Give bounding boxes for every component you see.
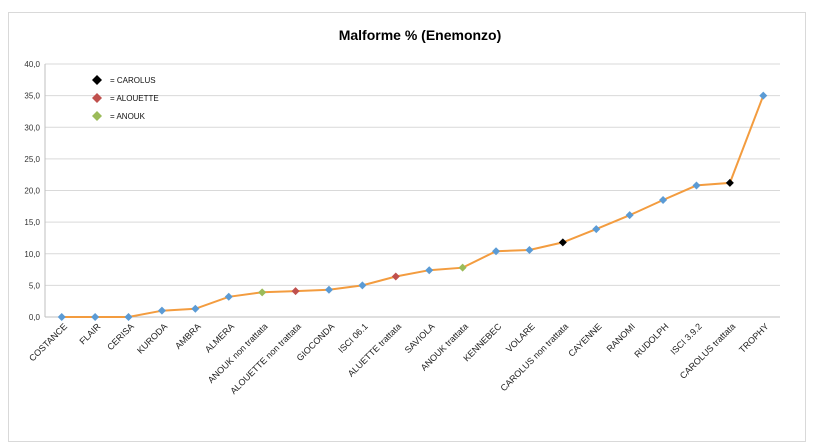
x-tick-label: CERISA [105,321,136,352]
legend: = CAROLUS = ALOUETTE = ANOUK [92,75,159,121]
data-point [157,306,166,315]
chart-title: Malforme % (Enemonzo) [339,27,502,43]
y-tick-label: 15,0 [24,218,40,227]
data-point [224,292,233,301]
x-tick-label: ISCI 3.9.2 [669,321,704,356]
x-tick-label: COSTANCE [27,321,69,363]
data-point [291,287,300,296]
x-tick-label: CAYENNE [566,321,603,358]
data-point [57,313,66,321]
data-point [258,288,267,297]
x-tick-label: TROPHY [737,321,771,355]
y-tick-label: 40,0 [24,60,40,69]
data-point [124,313,133,321]
data-point [592,225,601,234]
y-tick-label: 5,0 [29,281,41,290]
x-tick-label: RUDOLPH [632,321,670,359]
data-point [391,272,400,281]
legend-label: = ANOUK [110,112,146,121]
x-tick-label: ISCI 06.1 [336,321,370,355]
data-point [692,181,701,190]
x-tick-label: SAVIOLA [403,321,437,355]
data-point [625,211,634,220]
data-point [558,238,567,247]
y-tick-label: 0,0 [29,313,41,322]
data-point [759,91,768,100]
x-tick-label: ANOUK non trattata [206,321,270,385]
data-point [358,281,367,290]
y-tick-label: 20,0 [24,187,40,196]
y-tick-label: 30,0 [24,123,40,132]
legend-label: = CAROLUS [110,76,156,85]
x-tick-label: KURODA [135,321,169,355]
data-point [725,178,734,187]
data-point [659,195,668,204]
data-point [492,247,501,256]
x-tick-label: AMBRA [173,321,203,351]
legend-marker [92,111,102,121]
series-line [61,95,765,318]
y-tick-label: 25,0 [24,155,40,164]
data-point [324,285,333,294]
x-tick-label: ALMERA [203,321,236,354]
x-tick-label: VOLARE [504,321,537,354]
x-axis: COSTANCE FLAIR CERISA KURODA AMBRA ALMERAANOU… [27,316,780,396]
legend-marker [92,75,102,85]
legend-marker [92,93,102,103]
data-point [91,313,100,321]
x-tick-label: ALOUETTE non trattata [228,321,303,396]
x-tick-label: CAROLUS non trattata [498,321,570,393]
x-tick-label: FLAIR [77,321,102,346]
data-point [525,245,534,254]
y-axis: 0,0 5,0 10,0 15,0 20,0 25,0 30,0 35,0 40,0 [24,60,46,322]
y-tick-label: 10,0 [24,250,40,259]
data-series [57,91,768,321]
data-point [191,304,200,313]
data-point [458,263,467,272]
y-tick-label: 35,0 [24,92,40,101]
chart-frame [8,12,806,442]
x-tick-label: RANOMI [605,321,638,354]
data-point [425,266,434,275]
legend-label: = ALOUETTE [110,94,159,103]
